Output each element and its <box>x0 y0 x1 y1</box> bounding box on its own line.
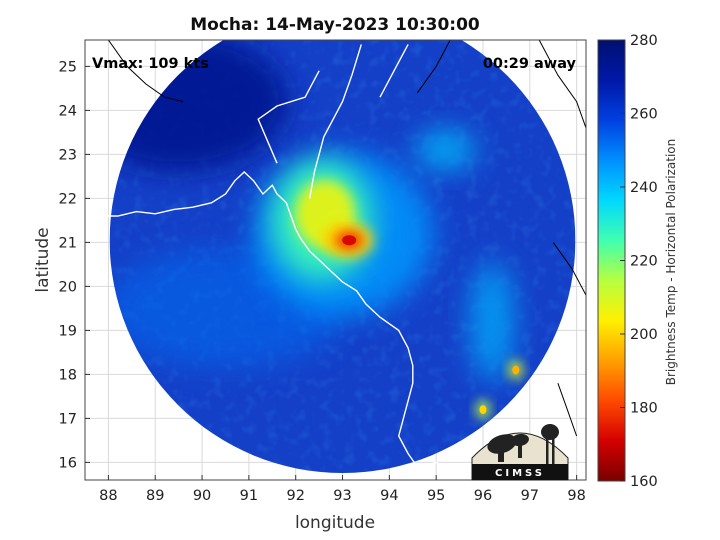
colorbar-tick-label: 180 <box>630 401 658 417</box>
border-path <box>309 44 362 199</box>
y-axis-label: latitude <box>33 227 53 292</box>
colorbar-label: Brightness Temp - Horizontal Polarizatio… <box>664 139 678 386</box>
y-tick-label: 25 <box>59 59 77 75</box>
x-tick-label: 92 <box>286 488 304 504</box>
outside-border-path <box>552 242 586 296</box>
outside-border-path <box>557 383 578 437</box>
plot-area: 88 89 90 91 92 93 94 95 96 97 98 16 17 18 19 20 21 22 23 2… <box>33 39 587 533</box>
colorbar: 160 180 200 220 240 260 280 Brightness Temp - … <box>597 33 678 490</box>
x-tick-label: 96 <box>474 488 492 504</box>
outside-border-path <box>107 40 184 103</box>
water-tower-icon <box>541 424 559 464</box>
coastline <box>85 44 456 472</box>
satellite-dish-icon <box>487 433 529 462</box>
vmax-annotation: Vmax: 109 kts <box>92 56 209 72</box>
outside-border-path <box>416 40 451 94</box>
x-tick-label: 90 <box>193 488 211 504</box>
colorbar-ticks: 160 180 200 220 240 260 280 <box>620 33 658 490</box>
y-tick-label: 18 <box>59 367 77 383</box>
colorbar-tick-label: 200 <box>630 327 658 343</box>
border-path <box>257 70 320 164</box>
x-tick-label: 93 <box>333 488 351 504</box>
storm-center-mark <box>342 235 357 246</box>
x-tick-label: 97 <box>521 488 539 504</box>
logo-text: CIMSS <box>495 468 545 479</box>
y-tick-label: 16 <box>59 455 77 471</box>
x-tick-label: 95 <box>427 488 445 504</box>
warm-spot <box>512 365 520 375</box>
colorbar-tick-label: 160 <box>630 474 658 490</box>
y-tick-label: 20 <box>59 279 77 295</box>
x-tick-label: 98 <box>567 488 585 504</box>
colorbar-tick-label: 260 <box>630 107 658 123</box>
outside-border-path <box>538 40 586 129</box>
time-offset-annotation: 00:29 away <box>483 56 577 72</box>
x-axis-label: longitude <box>295 513 375 533</box>
x-tick-label: 94 <box>380 488 398 504</box>
colorbar-tick-label: 280 <box>630 33 658 49</box>
plot-frame <box>84 39 587 481</box>
cimss-logo: CIMSS <box>471 424 569 481</box>
colorbar-tick-label: 220 <box>630 254 658 270</box>
colorbar-tick-label: 240 <box>630 180 658 196</box>
land-border <box>107 40 586 437</box>
x-tick-label: 89 <box>146 488 164 504</box>
warm-spot <box>479 405 487 415</box>
chart-title: Mocha: 14-May-2023 10:30:00 <box>190 15 480 35</box>
y-tick-label: 19 <box>59 323 77 339</box>
y-tick-label: 17 <box>59 411 77 427</box>
y-tick-label: 21 <box>59 235 77 251</box>
land-warm-patch <box>415 130 476 170</box>
y-tick-label: 22 <box>59 191 77 207</box>
coastline-path <box>85 171 456 472</box>
y-tick-label: 24 <box>59 103 77 119</box>
logo-band <box>472 464 568 480</box>
border-path <box>379 44 409 98</box>
x-axis-ticks: 88 89 90 91 92 93 94 95 96 97 98 <box>99 475 586 504</box>
x-tick-label: 91 <box>240 488 258 504</box>
y-axis-ticks: 16 17 18 19 20 21 22 23 24 25 <box>59 59 90 471</box>
y-tick-label: 23 <box>59 147 77 163</box>
x-tick-label: 88 <box>99 488 117 504</box>
land-patch-east <box>470 261 515 382</box>
